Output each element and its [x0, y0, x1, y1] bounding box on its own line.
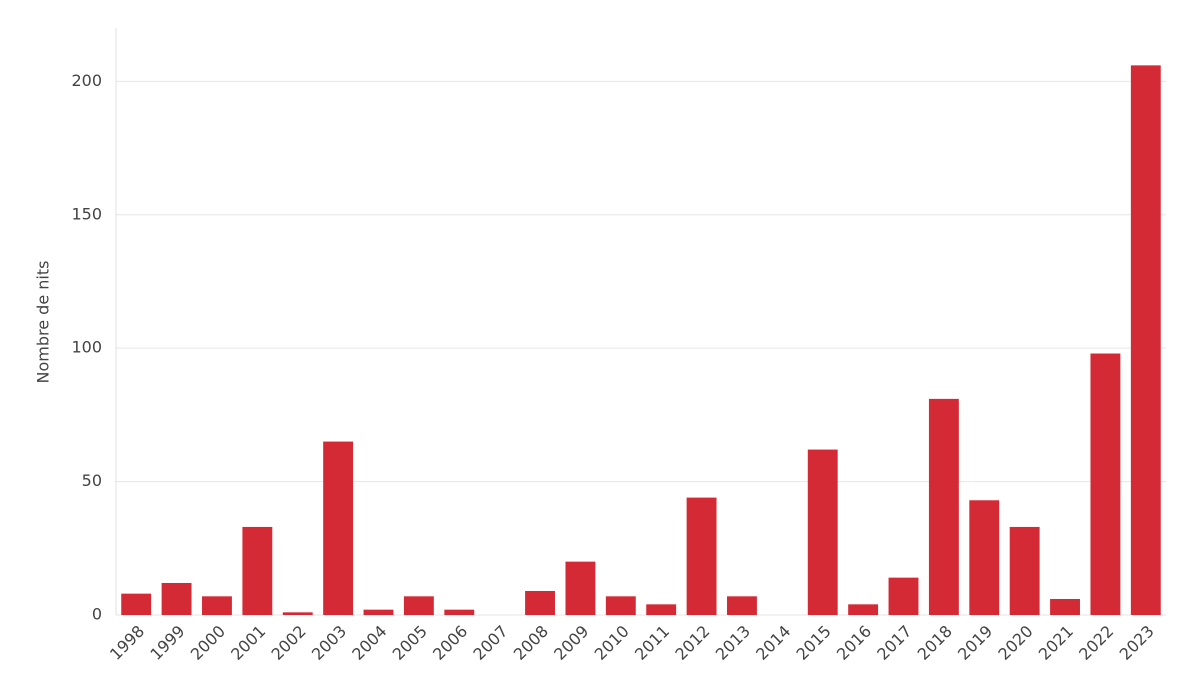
x-tick-label: 2021	[1035, 622, 1077, 664]
bar	[1130, 65, 1161, 615]
bar	[242, 526, 273, 615]
y-tick-label: 150	[71, 204, 102, 223]
y-tick-label: 0	[92, 605, 102, 624]
bar	[323, 441, 354, 615]
bar	[888, 577, 919, 615]
bar	[282, 612, 313, 615]
bar	[403, 596, 434, 615]
x-tick-label: 2004	[348, 622, 390, 664]
bar	[848, 604, 879, 615]
bar	[444, 609, 475, 615]
y-tick-label: 100	[71, 338, 102, 357]
bar	[1009, 526, 1040, 615]
x-tick-label: 2000	[187, 622, 229, 664]
bar	[525, 590, 555, 615]
bar	[1090, 353, 1121, 615]
bar	[928, 398, 959, 615]
bar	[363, 609, 394, 615]
x-tick-label: 2020	[994, 622, 1036, 664]
x-tick-label: 2018	[914, 622, 956, 664]
x-tick-label: 2010	[591, 622, 633, 664]
x-tick-label: 2008	[510, 622, 552, 664]
y-tick-label: 50	[82, 471, 102, 490]
y-tick-label: 200	[71, 71, 102, 90]
x-tick-label: 2013	[712, 622, 754, 664]
x-tick-label: 2007	[469, 622, 511, 664]
x-tick-label: 1998	[106, 622, 148, 664]
x-tick-label: 2016	[833, 622, 875, 664]
bar	[969, 500, 1000, 615]
bar	[161, 582, 192, 615]
bar	[1050, 598, 1080, 615]
x-tick-label: 2012	[671, 622, 713, 664]
x-tick-label: 1999	[146, 622, 188, 664]
bar	[202, 596, 232, 615]
x-tick-label: 2001	[227, 622, 269, 664]
bar	[121, 593, 152, 615]
x-tick-label: 2005	[389, 622, 431, 664]
bar	[646, 604, 677, 615]
x-tick-label: 2023	[1116, 622, 1158, 664]
x-tick-label: 2009	[550, 622, 592, 664]
x-tick-label: 2006	[429, 622, 471, 664]
bar	[565, 561, 596, 615]
bar	[686, 497, 717, 615]
bar	[727, 596, 757, 615]
x-tick-label: 2002	[268, 622, 310, 664]
x-tick-label: 2022	[1075, 622, 1117, 664]
x-tick-label: 2015	[793, 622, 835, 664]
bar	[807, 449, 838, 615]
x-tick-label: 2011	[631, 622, 673, 664]
y-axis-label: Nombre de nits	[34, 261, 53, 384]
x-tick-label: 2019	[954, 622, 996, 664]
x-tick-label: 2017	[873, 622, 915, 664]
bar	[605, 596, 636, 615]
x-tick-label: 2014	[752, 622, 794, 664]
x-tick-label: 2003	[308, 622, 350, 664]
